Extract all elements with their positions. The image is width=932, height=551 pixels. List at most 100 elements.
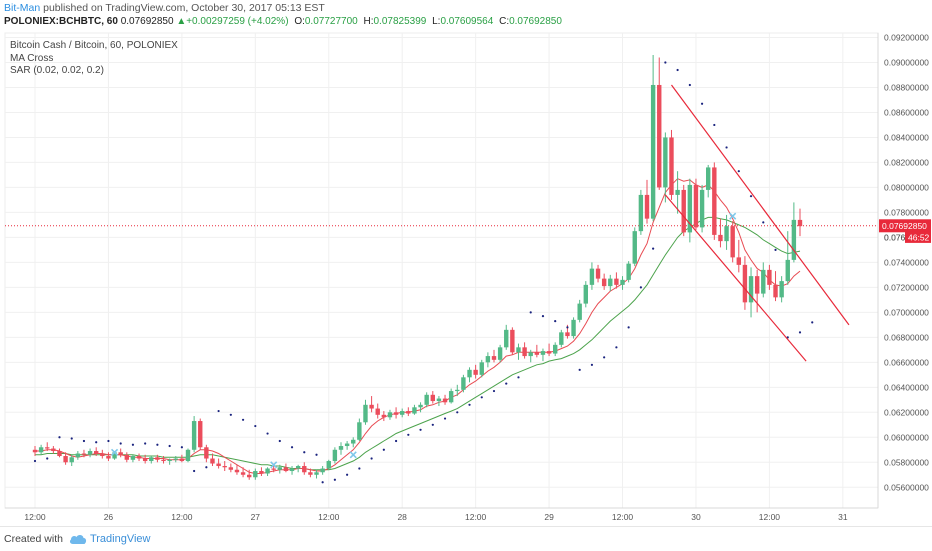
- author-link[interactable]: Bit-Man: [4, 2, 41, 14]
- y-tick-label: 0.08200000: [884, 157, 929, 167]
- candle: [448, 388, 454, 404]
- sar-dot: [603, 356, 606, 359]
- sar-dot: [627, 326, 630, 329]
- candle-body: [351, 439, 356, 444]
- candle: [681, 184, 686, 237]
- sar-dot: [358, 467, 361, 470]
- x-tick-label: 12:00: [612, 512, 634, 522]
- candle-body: [87, 451, 93, 455]
- candle: [650, 54, 656, 222]
- candle-body: [247, 474, 252, 478]
- candle: [540, 348, 546, 362]
- sar-dot: [713, 123, 716, 127]
- candle: [699, 184, 705, 233]
- y-tick-partial: 0.076: [884, 232, 906, 242]
- channel-lower-line: [664, 194, 807, 362]
- candle: [595, 264, 601, 283]
- candle: [504, 324, 509, 350]
- candle-body: [761, 269, 766, 294]
- candle-body: [522, 347, 527, 357]
- sar-dot: [811, 321, 814, 324]
- candle-body: [191, 421, 197, 450]
- candle: [357, 418, 362, 442]
- x-tick-label: 12:00: [759, 512, 781, 522]
- candle: [657, 57, 662, 190]
- sar-dot: [278, 439, 281, 443]
- close-label: C:: [499, 16, 510, 27]
- candle-body: [546, 351, 552, 354]
- candle: [185, 448, 191, 463]
- candle: [442, 394, 448, 405]
- candle: [375, 403, 380, 419]
- candle: [779, 276, 784, 303]
- candle-body: [754, 276, 760, 294]
- candle: [510, 327, 515, 355]
- sar-dot: [58, 436, 61, 439]
- candle: [754, 269, 760, 313]
- price-chart[interactable]: 0.05600000 0.05800000 0.06000000 0.06200000…: [0, 0, 932, 526]
- candle-body: [369, 404, 374, 409]
- candle-body: [657, 84, 662, 188]
- candle-body: [412, 407, 417, 414]
- timer-label: 46:52: [905, 231, 931, 243]
- candle-body: [577, 303, 582, 320]
- y-tick-label: 0.05800000: [884, 457, 929, 467]
- candle: [663, 132, 668, 203]
- candle: [767, 264, 772, 290]
- candle-body: [173, 458, 178, 460]
- candle: [124, 452, 129, 463]
- candle-body: [534, 352, 540, 355]
- candle: [614, 272, 619, 289]
- y-tick-label: 0.06200000: [884, 407, 929, 417]
- candle: [149, 456, 154, 464]
- candle-body: [289, 468, 295, 472]
- candle: [730, 221, 735, 263]
- ma-cross-marker: [349, 451, 357, 459]
- candle: [259, 467, 264, 477]
- price-label-text: 0.07692850: [882, 221, 927, 231]
- candle: [638, 189, 644, 235]
- sar-dot: [492, 389, 496, 393]
- y-tick-label: 0.08600000: [884, 107, 929, 117]
- candle-body: [601, 278, 607, 287]
- candle-body: [595, 268, 601, 279]
- x-tick-label: 31: [838, 512, 848, 522]
- candle-body: [559, 332, 564, 345]
- candle-body: [38, 447, 44, 453]
- sar-dot: [205, 466, 208, 469]
- candle-body: [338, 446, 344, 450]
- candle: [516, 343, 521, 360]
- candle-body: [81, 453, 87, 455]
- legend-ma-cross[interactable]: MA Cross: [10, 52, 54, 64]
- change-value: +0.00297259 (+4.02%): [186, 16, 289, 27]
- candle-body: [259, 471, 264, 474]
- candle: [553, 342, 558, 357]
- y-tick-label: 0.07000000: [884, 307, 929, 317]
- candle-body: [620, 279, 625, 285]
- candle-body: [51, 448, 56, 452]
- legend-sar[interactable]: SAR (0.02, 0.02, 0.2): [10, 65, 104, 76]
- cloud-icon: [69, 535, 87, 544]
- candle-body: [124, 454, 129, 460]
- candle: [130, 454, 136, 463]
- sar-dot: [394, 439, 398, 443]
- tradingview-logo[interactable]: TradingView: [69, 533, 151, 545]
- candle: [424, 392, 429, 408]
- candle: [712, 162, 717, 240]
- candle-body: [681, 189, 686, 233]
- candle: [308, 468, 313, 478]
- footer: Created with TradingView: [0, 526, 932, 551]
- candle: [528, 349, 533, 363]
- candle-body: [418, 404, 423, 408]
- candle-body: [461, 377, 466, 390]
- sar-dot: [46, 457, 49, 460]
- candle: [761, 262, 766, 298]
- candle-body: [185, 449, 191, 462]
- candle-body: [669, 137, 674, 195]
- low-label: L:: [432, 16, 441, 27]
- candle: [669, 129, 674, 200]
- candle-body: [167, 459, 172, 462]
- sar-dot: [456, 411, 459, 414]
- high-label: H:: [363, 16, 374, 27]
- candle: [412, 404, 417, 415]
